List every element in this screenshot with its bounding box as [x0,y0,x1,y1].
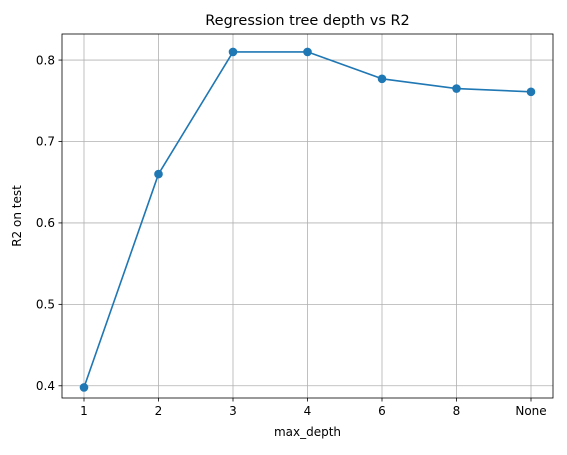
data-point [377,74,387,84]
x-tick-label: None [515,404,546,418]
x-tick-label: 1 [80,404,88,418]
x-axis-label: max_depth [274,425,341,439]
data-point [303,47,312,57]
y-axis-label: R2 on test [10,185,24,247]
x-tick-label: 6 [378,404,386,418]
data-point [228,47,238,57]
y-tick-label: 0.7 [36,135,55,149]
y-tick-label: 0.4 [36,379,55,393]
grid-lines [62,34,553,398]
data-point [526,87,536,97]
x-tick-label: 3 [229,404,237,418]
x-tick-label: 4 [304,404,312,418]
y-tick-label: 0.8 [36,53,55,67]
data-point [79,383,89,392]
chart-title: Regression tree depth vs R2 [205,13,410,29]
y-tick-label: 0.5 [36,298,55,312]
data-point [452,84,461,93]
ticks: 1 2 3 4 6 8 None 0.4 0.5 0.6 0.7 0.8 [36,53,547,418]
data-point [154,169,163,179]
x-tick-label: 2 [155,404,163,418]
y-tick-label: 0.6 [36,216,55,230]
series-layer [79,47,536,392]
x-tick-label: 8 [453,404,461,418]
